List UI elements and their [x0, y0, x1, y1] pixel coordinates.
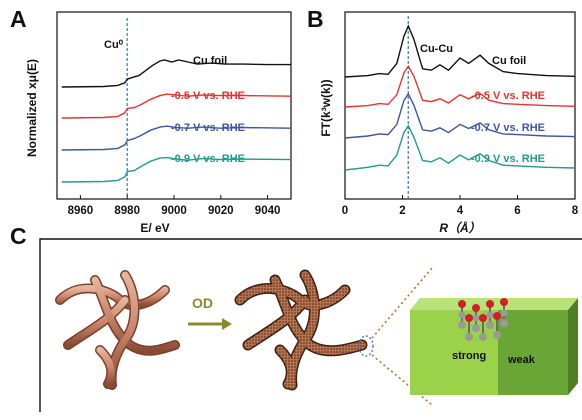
panel-b-label-cu-foil: Cu foil	[492, 55, 526, 67]
panel-a-label-cu-foil: Cu foil	[193, 55, 227, 67]
zoom-guide-line-top	[371, 267, 433, 339]
panel-a-letter: A	[10, 6, 27, 32]
panel-a-x-tick-label-4: 9040	[255, 205, 281, 217]
panel-a-x-tick-label-2: 9000	[161, 205, 187, 217]
panel-b-x-tick-label-3: 6	[514, 205, 520, 217]
panel-b-label-minus-0-9v: -0.9 V vs. RHE	[471, 153, 545, 165]
panel-a-x-tick-label-1: 8980	[114, 205, 140, 217]
panel-b-plot: 0 2 4 6 8 Cu-Cu Cu foil -0.5 V vs. RHE -0.7 …	[319, 11, 579, 235]
zoom-highlight-circle	[358, 335, 374, 357]
panel-b-x-axis-label: R（Å）	[439, 221, 480, 235]
panel-a-x-axis-label: E/ eV	[140, 221, 169, 235]
panel-b-series-line-0	[344, 24, 576, 78]
panel-a-label-minus-0-5v: -0.5 V vs. RHE	[171, 90, 245, 102]
panel-a-series-group	[61, 59, 292, 183]
panel-c-frame	[39, 238, 582, 412]
panel-a-x-ticks: 8960 8980 9000 9020 9040	[68, 195, 281, 217]
panel-a-label-minus-0-7v: -0.7 V vs. RHE	[171, 122, 245, 134]
panel-b-x-tick-label-4: 8	[572, 205, 579, 217]
od-arrow	[188, 318, 232, 330]
panel-a-series-line-3	[61, 156, 292, 183]
panel-a-plot: 8960 8980 9000 9020 9040 Cu⁰ Cu foil -0.5 V …	[25, 11, 292, 235]
panel-c-letter: C	[10, 223, 27, 249]
strong-binding-label: strong	[452, 350, 486, 362]
od-arrow-label: OD	[192, 295, 213, 311]
panel-b-label-minus-0-5v: -0.5 V vs. RHE	[471, 90, 545, 102]
panel-a-cu0-annotation: Cu⁰	[104, 39, 124, 51]
oxide-derived-cu-nanowire-network	[234, 269, 368, 391]
panel-a-label-minus-0-9v: -0.9 V vs. RHE	[171, 153, 245, 165]
panel-a-frame	[56, 11, 292, 200]
panel-b-x-tick-label-2: 4	[457, 205, 464, 217]
surface-site-block	[410, 298, 578, 395]
zoom-guide-line-bottom	[371, 354, 433, 406]
panel-b-series-line-2	[344, 92, 576, 139]
panel-a-y-axis-label: Normalized xμ(E)	[25, 59, 39, 157]
panel-b-x-tick-label-0: 0	[342, 205, 348, 217]
panel-a-series-line-0	[61, 59, 291, 88]
panel-a-x-tick-label-0: 8960	[68, 205, 94, 217]
panel-b-x-tick-label-1: 2	[399, 205, 405, 217]
panel-b-x-ticks: 0 2 4 6 8	[342, 195, 579, 217]
adsorbed-molecules	[458, 298, 508, 341]
panel-b-series-group	[344, 24, 576, 171]
panel-c-schematic: OD	[39, 238, 582, 412]
panel-b-label-minus-0-7v: -0.7 V vs. RHE	[471, 122, 545, 134]
panel-b-cu-cu-annotation: Cu-Cu	[420, 43, 453, 55]
panel-b-letter: B	[307, 6, 324, 32]
panel-a-x-tick-label-3: 9020	[208, 205, 234, 217]
weak-binding-label: weak	[507, 354, 536, 366]
smooth-cu-nanowire-network	[55, 270, 180, 390]
panel-b-series-line-3	[344, 124, 576, 171]
panel-b-y-axis-label: FT(k³w(k))	[319, 79, 333, 136]
panel-b-series-line-1	[344, 64, 576, 108]
panel-a-series-line-2	[61, 125, 292, 151]
panel-a-series-line-1	[61, 93, 292, 119]
